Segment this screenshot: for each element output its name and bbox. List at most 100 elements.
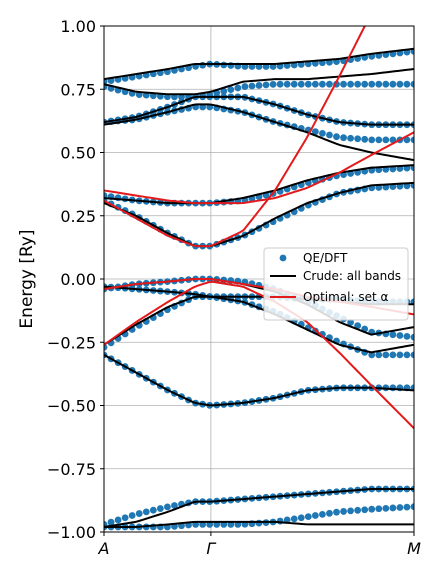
dft-point [121, 514, 129, 522]
dft-point [290, 80, 298, 88]
dft-point [227, 86, 235, 93]
dft-point [326, 131, 333, 139]
y-tick-label: 0.50 [60, 144, 96, 163]
x-tick-label: M [407, 539, 421, 558]
dft-point [311, 512, 319, 519]
dft-point [382, 504, 390, 512]
dft-point [199, 61, 207, 69]
dft-point [156, 505, 164, 512]
dft-point [297, 80, 305, 88]
dft-point [347, 80, 354, 88]
crude-band-line [104, 295, 414, 354]
dft-point [382, 136, 390, 144]
dft-point [347, 134, 354, 142]
dft-point [389, 80, 397, 88]
dft-point [104, 343, 108, 351]
dft-point [319, 80, 326, 88]
y-tick-label: −0.50 [47, 397, 96, 416]
dft-point [269, 80, 277, 88]
dft-point [311, 128, 319, 136]
dft-point [347, 318, 354, 326]
optimal-band-line [104, 26, 366, 248]
legend-label-optimal: Optimal: set α [303, 290, 388, 304]
y-tick-label: 1.00 [60, 17, 96, 36]
dft-point [389, 504, 397, 512]
dft-point [297, 514, 305, 522]
dft-point [149, 506, 157, 514]
dft-point [410, 333, 414, 341]
y-axis-label: Energy [Ry] [17, 229, 37, 328]
optimal-band-line [104, 131, 414, 205]
dft-point [333, 508, 340, 516]
dft-point [319, 129, 326, 137]
dft-point [368, 351, 376, 359]
dft-point [220, 87, 228, 95]
legend-label-dft: QE/DFT [303, 251, 348, 265]
dft-point [311, 80, 319, 88]
dft-point [107, 518, 115, 526]
axis-ticks: −1.00 −0.75 −0.50 −0.25 0.00 0.25 0.50 0.75 1.00… [47, 17, 421, 558]
dft-point [340, 508, 347, 515]
dft-point [171, 502, 178, 509]
dft-point [262, 81, 270, 89]
dft-point [410, 80, 414, 88]
dft-point [333, 133, 340, 141]
dft-point [396, 504, 404, 511]
legend-box [263, 247, 409, 321]
dft-point [304, 80, 312, 88]
dft-point [164, 503, 171, 511]
crude-band-line [104, 354, 414, 407]
dft-point [340, 134, 347, 142]
dft-point [255, 519, 263, 527]
dft-point [241, 83, 249, 90]
crude-band-line [104, 68, 414, 96]
dft-point [354, 135, 362, 143]
dft-point [396, 351, 404, 359]
x-tick-label: A [98, 539, 110, 558]
dft-point [375, 351, 383, 359]
crude-band-line [104, 95, 414, 126]
crude-band-line [104, 487, 414, 528]
dft-point [410, 136, 414, 144]
crude-band-line [104, 164, 414, 205]
dft-point [361, 80, 369, 88]
y-tick-label: 0.00 [60, 270, 96, 289]
dft-point [368, 80, 376, 88]
dft-point [403, 136, 411, 144]
dft-point [396, 332, 404, 339]
dft-point [340, 80, 347, 88]
y-tick-label: 0.75 [60, 80, 96, 99]
dft-band [104, 93, 414, 129]
dft-point [382, 351, 390, 359]
dft-point [326, 80, 333, 88]
x-tick-label: Γ [206, 539, 216, 558]
dft-point [304, 513, 312, 521]
dft-point [354, 322, 362, 330]
legend: QE/DFT Crude: all bands Optimal: set α [263, 247, 409, 321]
dft-point [319, 511, 326, 518]
dft-point [403, 503, 411, 511]
dft-point [347, 507, 354, 515]
crude-band-line [104, 103, 414, 162]
dft-point [283, 516, 291, 524]
dft-point [368, 505, 376, 513]
dft-point [354, 80, 362, 88]
dft-point [389, 351, 397, 359]
dft-point [410, 503, 414, 511]
y-tick-label: −1.00 [47, 523, 96, 542]
dft-point [128, 512, 136, 519]
dft-point [396, 80, 404, 88]
dft-point [403, 351, 411, 359]
dft-point [403, 80, 411, 88]
dft-point [389, 331, 397, 339]
dft-point [114, 516, 122, 524]
dft-point [375, 80, 383, 88]
dft-point [290, 515, 298, 523]
crude-band-line [104, 47, 414, 81]
crude-band-line [104, 520, 414, 528]
dft-point [220, 61, 228, 69]
dft-point [255, 82, 263, 89]
dft-point [283, 80, 291, 88]
crude-band-line [104, 181, 414, 248]
optimal-band-line [104, 280, 414, 429]
